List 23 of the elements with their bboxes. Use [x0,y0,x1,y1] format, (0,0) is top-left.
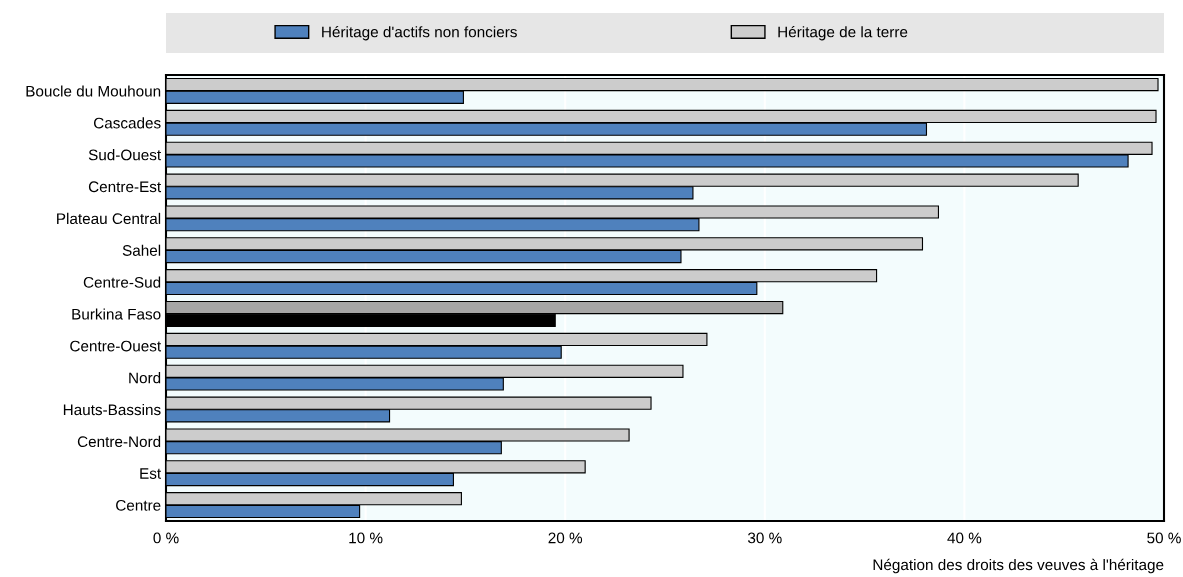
y-tick-label: Cascades [93,117,161,129]
x-tick-label: 20 % [548,532,583,544]
y-tick-label: Nord [129,372,161,384]
x-tick-label: 0 % [153,532,179,544]
y-tick-label: Plateau Central [57,212,161,225]
y-tick-label: Centre [116,499,161,511]
y-tick-label: Centre-Nord [77,435,161,448]
x-tick-label: 50 % [1147,532,1181,544]
y-tick-label: Centre-Ouest [70,340,162,352]
x-axis-title: Négation des droits des veuves à l'héritage [873,558,1164,574]
x-tick-label: 30 % [747,532,782,544]
y-tick-label: Centre-Est [88,181,162,193]
x-tick-label: 10 % [349,532,383,544]
y-tick-label: Hauts-Bassins [63,403,161,416]
y-tick-label: Sahel [122,244,161,256]
legend-label: Héritage d'actifs non fonciers [322,25,517,41]
y-tick-label: Burkina Faso [72,308,161,320]
legend-label: Héritage de la terre [778,25,908,41]
y-tick-label: Centre-Sud [83,276,161,288]
y-tick-label: Est [140,468,162,479]
y-tick-label: Sud-Ouest [88,149,162,161]
y-tick-label: Boucle du Mouhoun [26,85,161,97]
x-tick-label: 40 % [947,532,982,544]
